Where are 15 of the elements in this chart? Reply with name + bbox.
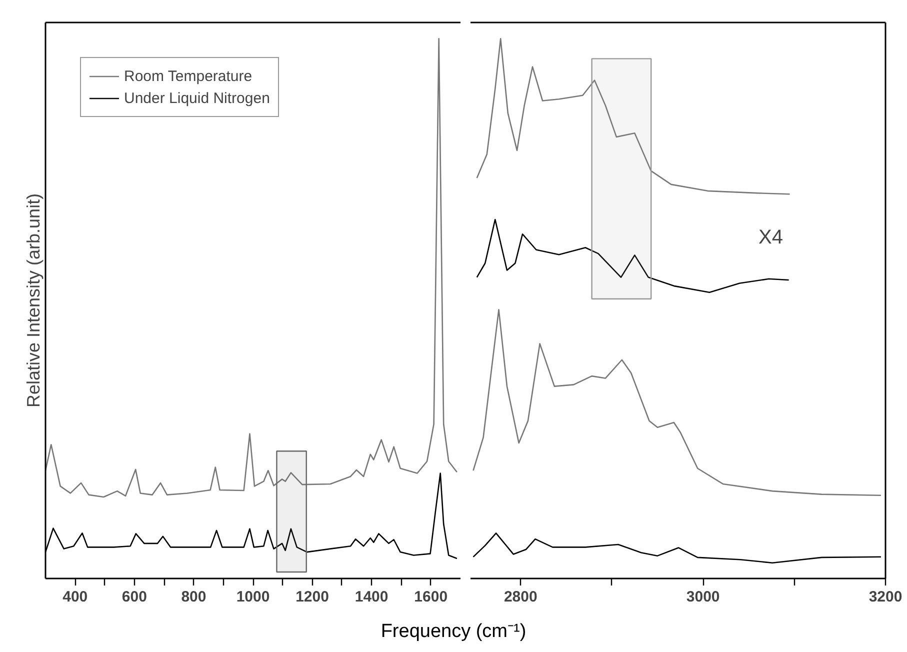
x-tick-label: 3200 bbox=[868, 588, 902, 606]
x-tick-label: 1200 bbox=[296, 588, 329, 606]
x-tick-label: 600 bbox=[122, 588, 147, 606]
x-axis-title: Frequency (cm⁻¹) bbox=[380, 620, 528, 644]
x-tick-label: 800 bbox=[181, 588, 206, 606]
x-tick-label: 2800 bbox=[504, 588, 538, 606]
x-tick-label: 1400 bbox=[354, 588, 388, 606]
legend-label: Under Liquid Nitrogen bbox=[124, 90, 270, 106]
annotation: X4 bbox=[758, 226, 783, 248]
x-tick-label: 3000 bbox=[686, 588, 720, 606]
x-tick-label: 1600 bbox=[414, 588, 448, 606]
legend-label: Room Temperature bbox=[124, 68, 252, 84]
x-tick-label: 1000 bbox=[236, 588, 270, 606]
x-tick-label: 400 bbox=[62, 588, 88, 606]
y-axis-title: Relative Intensity (arb.unit) bbox=[24, 193, 44, 408]
